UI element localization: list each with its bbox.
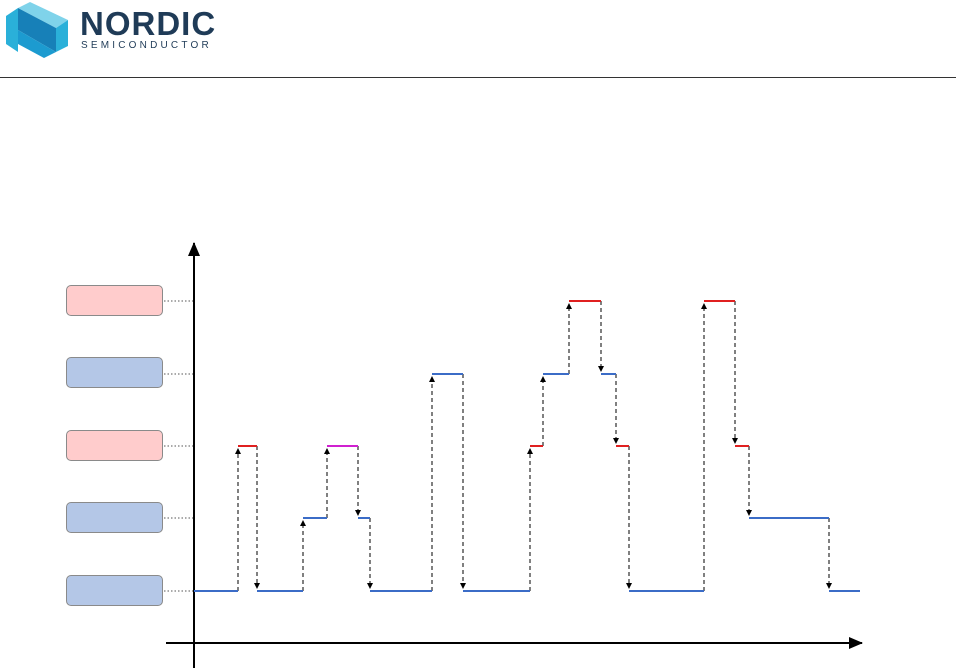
level-box-4 [66, 285, 163, 316]
level-leader-lines [164, 300, 193, 592]
logo-bottom-face [18, 30, 56, 58]
brand-name: NORDIC [80, 5, 217, 42]
brand-subtitle: SEMICONDUCTOR [81, 40, 212, 51]
level-box-3 [66, 357, 163, 388]
logo-diagonal-face [18, 8, 56, 52]
level-box-0 [66, 575, 163, 606]
level-box-2 [66, 430, 163, 461]
page-header: NORDIC SEMICONDUCTOR [0, 0, 956, 80]
logo-left-face [6, 8, 18, 52]
logo-right-face [56, 20, 68, 52]
header-divider [0, 77, 956, 78]
level-box-1 [66, 502, 163, 533]
nordic-logo [6, 2, 68, 58]
state-trace [194, 300, 860, 592]
logo-top-face [18, 2, 68, 28]
transition-arrows [235, 301, 832, 591]
